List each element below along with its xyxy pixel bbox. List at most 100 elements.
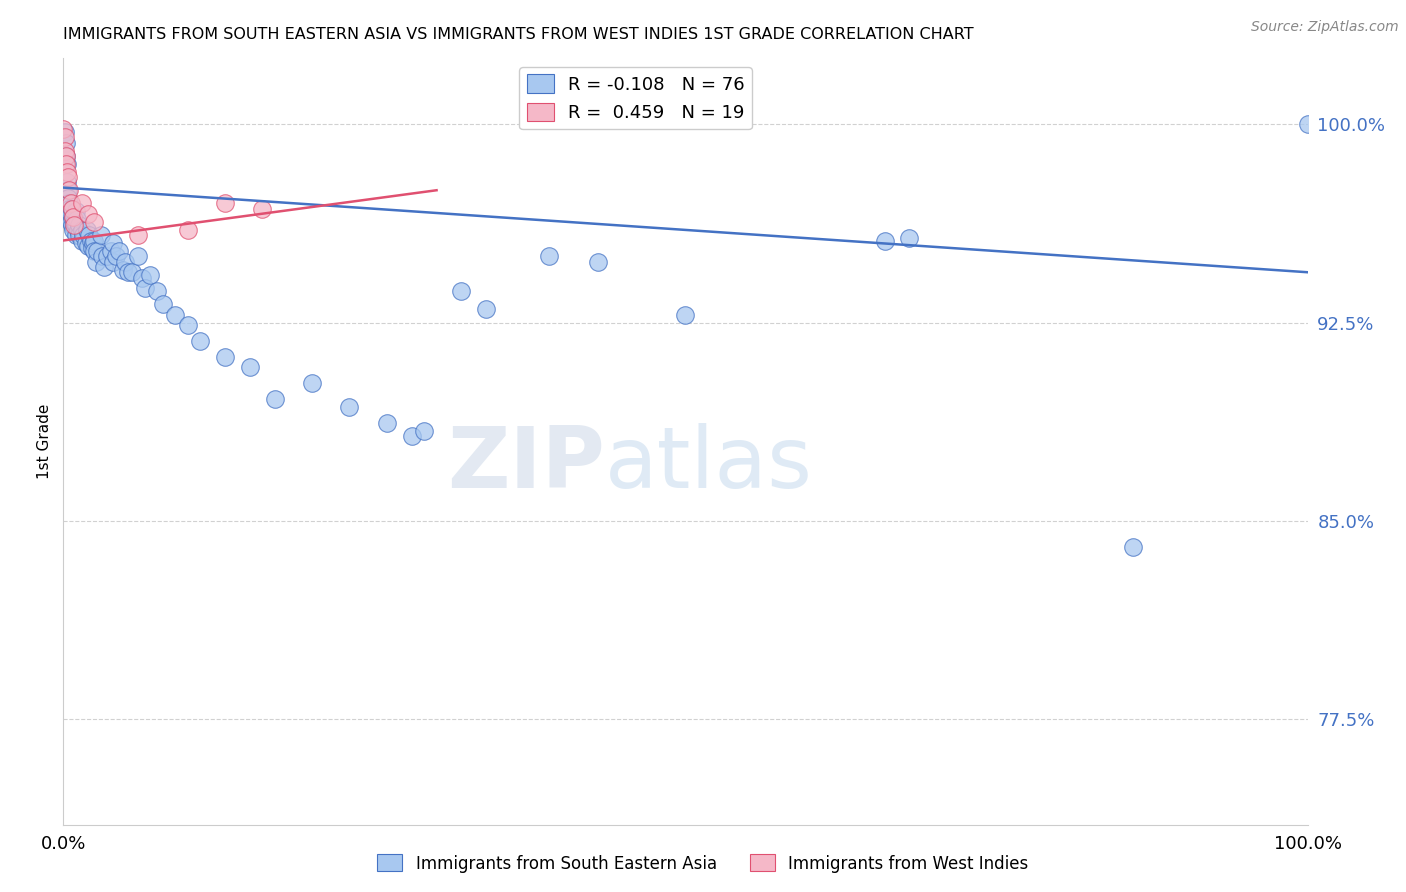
Point — [100, 244, 122, 258]
Point — [62, 223, 84, 237]
Point — [63, 215, 86, 229]
Point — [80, 242, 103, 256]
Point — [96, 249, 118, 263]
Point — [76, 223, 98, 237]
Point — [145, 284, 167, 298]
Point — [188, 334, 211, 348]
Point — [93, 260, 115, 274]
Point — [401, 429, 423, 443]
Point — [59, 215, 82, 229]
Point — [56, 165, 79, 179]
Point — [83, 244, 105, 258]
Point — [53, 125, 76, 139]
Point — [83, 234, 105, 248]
Text: ZIP: ZIP — [447, 423, 605, 506]
Point — [117, 265, 139, 279]
Point — [86, 244, 108, 258]
Point — [301, 376, 323, 391]
Point — [475, 302, 498, 317]
Point — [70, 196, 93, 211]
Point — [53, 130, 76, 145]
Point — [72, 228, 94, 243]
Point — [66, 212, 89, 227]
Point — [82, 236, 104, 251]
Point — [60, 202, 83, 216]
Point — [127, 228, 149, 243]
Point — [52, 122, 75, 136]
Legend: Immigrants from South Eastern Asia, Immigrants from West Indies: Immigrants from South Eastern Asia, Immi… — [371, 847, 1035, 880]
Point — [56, 157, 79, 171]
Point — [111, 262, 134, 277]
Text: atlas: atlas — [605, 423, 813, 506]
Point — [67, 223, 90, 237]
Point — [873, 234, 896, 248]
Text: IMMIGRANTS FROM SOUTH EASTERN ASIA VS IMMIGRANTS FROM WEST INDIES 1ST GRADE CORR: IMMIGRANTS FROM SOUTH EASTERN ASIA VS IM… — [63, 27, 974, 42]
Point — [58, 169, 80, 184]
Point — [165, 308, 187, 322]
Point — [127, 249, 149, 263]
Point — [58, 183, 80, 197]
Point — [65, 228, 87, 243]
Point — [214, 196, 236, 211]
Point — [70, 223, 93, 237]
Point — [375, 416, 398, 430]
Point — [60, 218, 83, 232]
Point — [84, 254, 107, 268]
Point — [101, 254, 124, 268]
Point — [108, 244, 131, 258]
Point — [131, 270, 153, 285]
Point — [55, 149, 77, 163]
Point — [1122, 541, 1144, 555]
Point — [75, 236, 97, 251]
Point — [104, 249, 127, 263]
Point — [239, 360, 262, 375]
Point — [55, 149, 77, 163]
Point — [537, 249, 560, 263]
Point — [114, 254, 136, 268]
Point — [177, 318, 200, 333]
Point — [675, 308, 697, 322]
Point — [56, 175, 79, 189]
Point — [65, 204, 87, 219]
Point — [62, 210, 84, 224]
Point — [1296, 117, 1319, 131]
Point — [70, 234, 93, 248]
Text: Source: ZipAtlas.com: Source: ZipAtlas.com — [1251, 20, 1399, 34]
Point — [121, 265, 143, 279]
Point — [60, 202, 83, 216]
Point — [214, 350, 236, 364]
Point — [339, 400, 361, 414]
Point — [53, 144, 76, 158]
Point — [58, 183, 80, 197]
Point — [588, 254, 610, 268]
Point — [450, 284, 472, 298]
Y-axis label: 1st Grade: 1st Grade — [37, 404, 52, 479]
Legend: R = -0.108   N = 76, R =  0.459   N = 19: R = -0.108 N = 76, R = 0.459 N = 19 — [519, 67, 752, 129]
Point — [263, 392, 285, 407]
Point — [58, 191, 80, 205]
Point — [77, 207, 100, 221]
Point — [65, 218, 87, 232]
Point — [139, 268, 162, 282]
Point — [55, 157, 77, 171]
Point — [177, 223, 200, 237]
Point — [77, 239, 100, 253]
Point — [413, 424, 436, 438]
Point — [59, 207, 82, 221]
Point — [58, 196, 80, 211]
Point — [83, 215, 105, 229]
Point — [79, 234, 101, 248]
Point — [134, 281, 156, 295]
Point — [90, 228, 112, 243]
Point — [69, 228, 91, 243]
Point — [152, 297, 174, 311]
Point — [101, 236, 124, 251]
Point — [898, 231, 921, 245]
Point — [58, 202, 80, 216]
Point — [63, 218, 86, 232]
Point — [79, 228, 101, 243]
Point — [62, 210, 84, 224]
Point — [69, 218, 91, 232]
Point — [59, 196, 82, 211]
Point — [252, 202, 274, 216]
